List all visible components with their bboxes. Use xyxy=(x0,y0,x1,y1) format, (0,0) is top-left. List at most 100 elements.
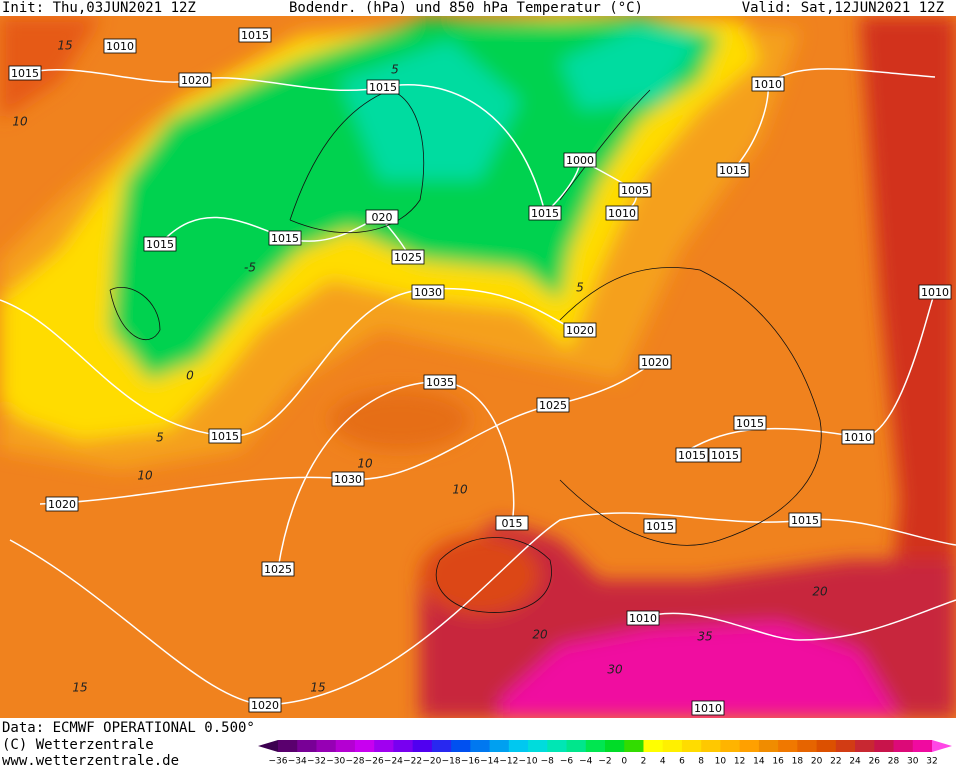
label-box xyxy=(178,72,212,88)
isobar-value: 1025 xyxy=(394,251,422,264)
label-box xyxy=(626,610,660,626)
label-box xyxy=(691,700,725,716)
isobar-value: 1015 xyxy=(736,417,764,430)
isobar-label: 1010 xyxy=(691,700,725,716)
isobar-value: 1015 xyxy=(271,232,299,245)
isobar-label: 1010 xyxy=(841,429,875,445)
colorbar-segment xyxy=(855,740,875,752)
colorbar-label: 28 xyxy=(888,757,900,767)
valid-time: Valid: Sat,12JUN2021 12Z xyxy=(742,0,944,16)
colorbar-segment xyxy=(316,740,337,752)
colorbar-label: 26 xyxy=(869,757,881,767)
colorbar-label: −4 xyxy=(579,757,593,767)
colorbar-label: 8 xyxy=(698,757,704,767)
label-box xyxy=(788,512,822,528)
isobar-label: 1015 xyxy=(716,162,750,178)
temperature-label: 10 xyxy=(357,457,373,471)
isobar-value: 1010 xyxy=(629,612,657,625)
colorbar-label: −26 xyxy=(365,757,384,767)
label-box xyxy=(638,354,672,370)
label-box xyxy=(143,236,177,252)
colorbar-segment xyxy=(431,740,452,752)
colorbar-segment xyxy=(585,740,606,752)
coastline xyxy=(289,89,425,233)
temperature-label: 5 xyxy=(576,281,584,295)
isobar-label: 1015 xyxy=(708,447,742,463)
colorbar-label: 4 xyxy=(660,757,666,767)
coastline xyxy=(559,89,651,201)
isobar-label: 1015 xyxy=(366,79,400,95)
colorbar-label: 12 xyxy=(734,757,745,767)
colorbar-segment xyxy=(297,740,317,752)
isobar-label: 1020 xyxy=(638,354,672,370)
label-box xyxy=(733,415,767,431)
isobar-line xyxy=(0,287,581,437)
colorbar-segment xyxy=(797,740,818,752)
colorbar-segment xyxy=(374,740,394,752)
temperature-label: 0 xyxy=(186,369,194,383)
colorbar-label: −30 xyxy=(326,757,345,767)
colorbar-label: −6 xyxy=(560,757,574,767)
isobar-value: 1015 xyxy=(241,29,269,42)
colorbar-segment xyxy=(412,740,433,752)
isobar-value: 1025 xyxy=(264,563,292,576)
colorbar-segment xyxy=(528,740,548,752)
isobar-label: 1015 xyxy=(528,205,562,221)
colorbar-label: −8 xyxy=(541,757,555,767)
colorbar-label: 30 xyxy=(907,757,919,767)
temperature-label: 30 xyxy=(607,663,623,677)
isobar-value: 1020 xyxy=(181,74,209,87)
isobar-value: 020 xyxy=(372,211,393,224)
colorbar-label: 6 xyxy=(679,757,685,767)
isobar-line xyxy=(159,216,409,258)
coastline xyxy=(435,537,552,613)
label-box xyxy=(331,471,365,487)
colorbar-segment xyxy=(393,740,414,752)
isobar-label: 1010 xyxy=(626,610,660,626)
label-box xyxy=(45,496,79,512)
isobar-label: 1015 xyxy=(788,512,822,528)
colorbar-label: 16 xyxy=(772,757,784,767)
label-box xyxy=(536,397,570,413)
colorbar-label: 14 xyxy=(753,757,765,767)
colorbar-segment xyxy=(874,740,895,752)
colorbar-label: −2 xyxy=(598,757,611,767)
isobar-value: 1015 xyxy=(211,430,239,443)
isobar-value: 1000 xyxy=(566,154,594,167)
isobar-value: 1010 xyxy=(844,431,872,444)
colorbar-segment xyxy=(758,740,779,752)
temperature-label: 15 xyxy=(310,681,325,695)
colorbar-segment xyxy=(451,740,471,752)
isobar-label: 1005 xyxy=(618,182,652,198)
colorbar-segment xyxy=(662,740,683,752)
map-title: Bodendr. (hPa) und 850 hPa Temperatur (°… xyxy=(289,0,643,16)
colorbar-label: 0 xyxy=(621,757,627,767)
coastlines xyxy=(109,89,822,613)
label-box xyxy=(268,230,302,246)
colorbar-label: −18 xyxy=(442,757,461,767)
isobar-label: 015 xyxy=(495,515,529,531)
data-source: Data: ECMWF OPERATIONAL 0.500° xyxy=(2,720,255,736)
isobar-value: 1015 xyxy=(791,514,819,527)
isobar-value: 1020 xyxy=(641,356,669,369)
isobar-value: 1020 xyxy=(48,498,76,511)
isobar-label: 1015 xyxy=(238,27,272,43)
temperature-label: 10 xyxy=(452,483,468,497)
temperature-label: 10 xyxy=(12,115,28,129)
temperature-label: 15 xyxy=(57,39,72,53)
label-box xyxy=(366,79,400,95)
isobar-value: 1015 xyxy=(678,449,706,462)
isobar-value: 1035 xyxy=(426,376,454,389)
isobar-value: 1010 xyxy=(106,40,134,53)
colorbar-label: 22 xyxy=(830,757,841,767)
label-box xyxy=(563,322,597,338)
isobar-value: 1015 xyxy=(11,67,39,80)
isobar-line xyxy=(9,512,956,706)
isobar-value: 1030 xyxy=(414,286,442,299)
isobar-value: 1005 xyxy=(621,184,649,197)
isobar-line xyxy=(24,68,546,214)
colorbar-cap xyxy=(932,740,952,752)
colorbar-segment xyxy=(605,740,625,752)
